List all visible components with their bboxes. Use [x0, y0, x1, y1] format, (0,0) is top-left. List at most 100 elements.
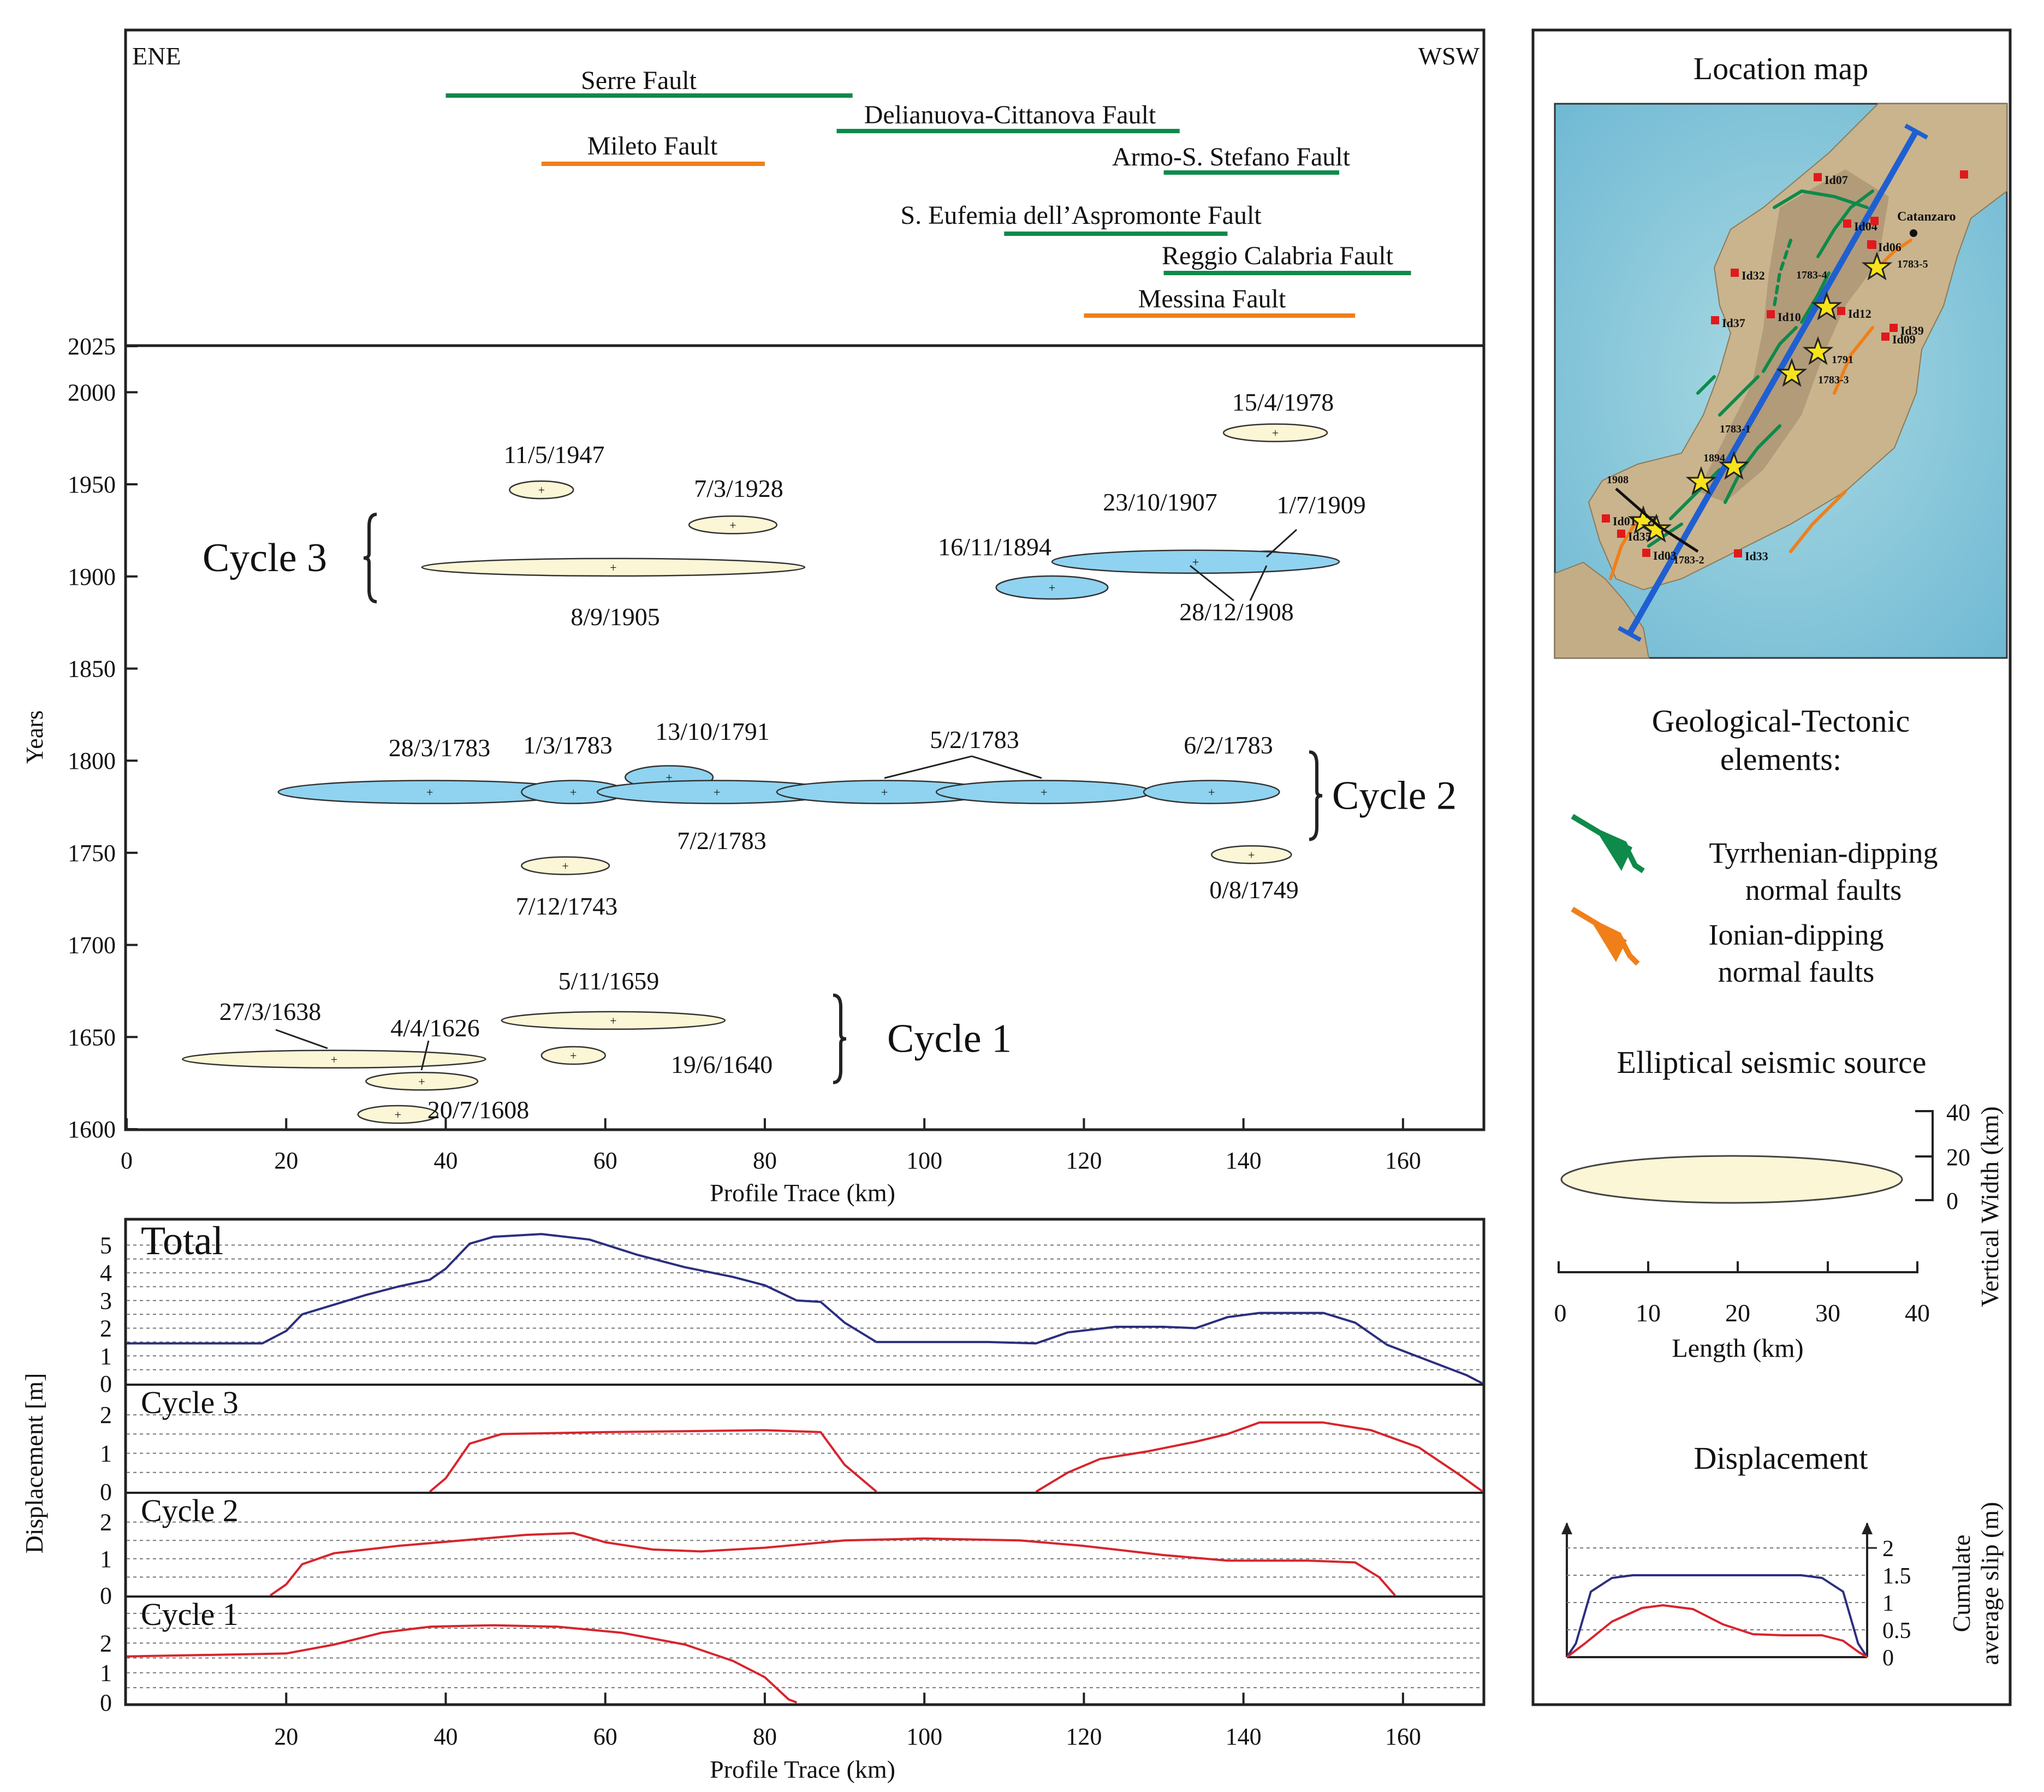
vw-tick-label-0: 0: [1946, 1188, 1958, 1214]
cycle-bracket-2: [1309, 750, 1323, 841]
km-tick-label-40: 40: [433, 1147, 457, 1174]
map-relief: [1698, 169, 1889, 502]
event-27-3-1638-18: +27/3/1638: [182, 998, 486, 1069]
station-label-id01: Id01: [1613, 514, 1636, 528]
fault-label-reggio-calabria-fault: Reggio Calabria Fault: [1162, 241, 1394, 270]
station-label-id32: Id32: [1742, 269, 1765, 282]
station-marker-id32: [1731, 269, 1739, 277]
event-label: 7/3/1928: [694, 474, 783, 502]
year-tick-label-1650: 1650: [68, 1024, 116, 1051]
disp-legend-tick-label: 0: [1882, 1646, 1894, 1671]
star-icon: [1627, 505, 1659, 535]
disp-km-tick-label-120: 120: [1066, 1723, 1102, 1750]
event-6-2-1783-14: +6/2/1783: [1143, 731, 1280, 804]
subplot-title-cycle-2: Cycle 2: [141, 1493, 239, 1528]
event-label: 20/7/1608: [427, 1096, 530, 1124]
km-tick-label-80: 80: [753, 1147, 777, 1174]
station-label-id35: Id35: [1628, 530, 1651, 543]
orange-fault-4: [1609, 517, 1639, 580]
green-fault-6: [1724, 424, 1781, 504]
event-ellipse: [995, 575, 1109, 600]
km-tick-label-160: 160: [1385, 1147, 1421, 1174]
vw-tick-label-40: 40: [1946, 1099, 1970, 1126]
displacement-legend-plot: 21.510.5 0: [1561, 1522, 1911, 1671]
station-label-id12: Id12: [1848, 307, 1871, 321]
disp-km-tick-label-160: 160: [1385, 1723, 1421, 1750]
subplot-title-cycle-1: Cycle 1: [141, 1597, 239, 1632]
wsw-label: WSW: [1418, 42, 1480, 70]
km-tick-label-20: 20: [274, 1147, 298, 1174]
disp-tick-label: 1: [100, 1660, 112, 1687]
green-fault-2: [1816, 189, 1874, 258]
event-label: 19/6/1640: [671, 1051, 773, 1078]
station-label-id37: Id37: [1722, 316, 1745, 330]
disp-tick-label: 0: [100, 1582, 112, 1609]
disp-tick-label: 0: [100, 1370, 112, 1397]
displacement-panel-frame: [124, 1218, 1486, 1706]
disp-km-tick-label-40: 40: [433, 1723, 457, 1750]
series-line-cycle-3-1: [1035, 1421, 1484, 1493]
subplot-cycle-2: 0 1 2 Cycle 2: [100, 1492, 1483, 1609]
epicenter-label-1783-3: 1783-3: [1818, 374, 1849, 386]
faults-panel-frame: [124, 28, 1486, 347]
event-label: 1/7/1909: [1276, 491, 1366, 519]
station-marker-id04: [1843, 219, 1851, 228]
station-marker-id10: [1767, 310, 1775, 318]
km-tick-label-120: 120: [1066, 1147, 1102, 1174]
catanzaro-label: Catanzaro: [1897, 210, 1956, 224]
disp-tick-label: 0: [100, 1689, 112, 1716]
vertical-width-label: Vertical Width (km): [1976, 1106, 2004, 1307]
event-7-2-1783-11: +7/2/1783: [596, 780, 837, 855]
cycle-bracket-3: [363, 513, 377, 604]
event-center-mark: +: [570, 786, 577, 799]
green-fault-4: [1762, 326, 1798, 373]
tyrrhenian-legend-label-2: normal faults: [1745, 874, 1902, 906]
year-tick-label-1700: 1700: [68, 932, 116, 959]
year-tick-label-1600: 1600: [68, 1116, 116, 1143]
displacement-legend-title: Displacement: [1694, 1440, 1868, 1476]
disp-tick-label: 2: [100, 1509, 112, 1536]
station-marker-id09: [1881, 333, 1889, 341]
arrow-up-icon: [1561, 1522, 1572, 1534]
green-fault-3: [1800, 271, 1831, 324]
fault-label-serre-fault: Serre Fault: [581, 66, 697, 95]
year-tick-label-2000: 2000: [68, 379, 116, 406]
disp-km-tick-label-140: 140: [1226, 1723, 1262, 1750]
length-label: Length (km): [1672, 1334, 1803, 1363]
station-label-id10: Id10: [1778, 310, 1801, 324]
series-line-cycle-2-0: [269, 1532, 1396, 1597]
event-label: 5/11/1659: [558, 967, 659, 995]
station-marker-id37: [1711, 316, 1719, 324]
event-label: 7/12/1743: [516, 892, 618, 920]
disp-legend-tick-label: 1: [1882, 1591, 1894, 1616]
event-0-8-1749-16: +0/8/1749: [1209, 845, 1299, 904]
disp-legend-tick-label: 1.5: [1882, 1564, 1911, 1589]
green-fault-teeth: [1594, 827, 1632, 871]
geo-legend-title-2: elements:: [1720, 741, 1841, 777]
disp-tick-label: 4: [100, 1260, 112, 1286]
event-ellipse: [1222, 423, 1328, 442]
event-center-mark: +: [881, 786, 888, 799]
cycle-bracket-1: [833, 993, 847, 1084]
subplot-title-cycle-3: Cycle 3: [141, 1385, 239, 1420]
event-center-mark: +: [1208, 786, 1215, 799]
event-center-mark: +: [610, 1014, 616, 1028]
star-icon: [1802, 336, 1834, 365]
event-label: 16/11/1894: [938, 533, 1051, 561]
tyrrhenian-legend-label-1: Tyrrhenian-dipping: [1709, 836, 1938, 869]
disp-tick-label: 3: [100, 1287, 112, 1314]
event-ellipse: [509, 480, 574, 500]
seismic-events: +15/4/1978+11/5/1947+7/3/1928+8/9/1905+2…: [182, 388, 1366, 1124]
event-label: 23/10/1907: [1103, 488, 1217, 516]
event-center-mark: +: [418, 1075, 425, 1088]
station-label-id07: Id07: [1825, 173, 1848, 187]
green-fault-8: [1647, 523, 1683, 548]
epicenter-label-1783-2: 1783-2: [1673, 554, 1704, 566]
leader-1626: [420, 1040, 430, 1071]
event-center-mark: +: [1272, 426, 1279, 440]
event-ellipse: [540, 1046, 606, 1065]
leader-1908b: [1249, 565, 1268, 601]
leader-1783-b: [971, 755, 1042, 779]
disp-legend-ylabel-2: average slip (m): [1976, 1502, 2004, 1665]
